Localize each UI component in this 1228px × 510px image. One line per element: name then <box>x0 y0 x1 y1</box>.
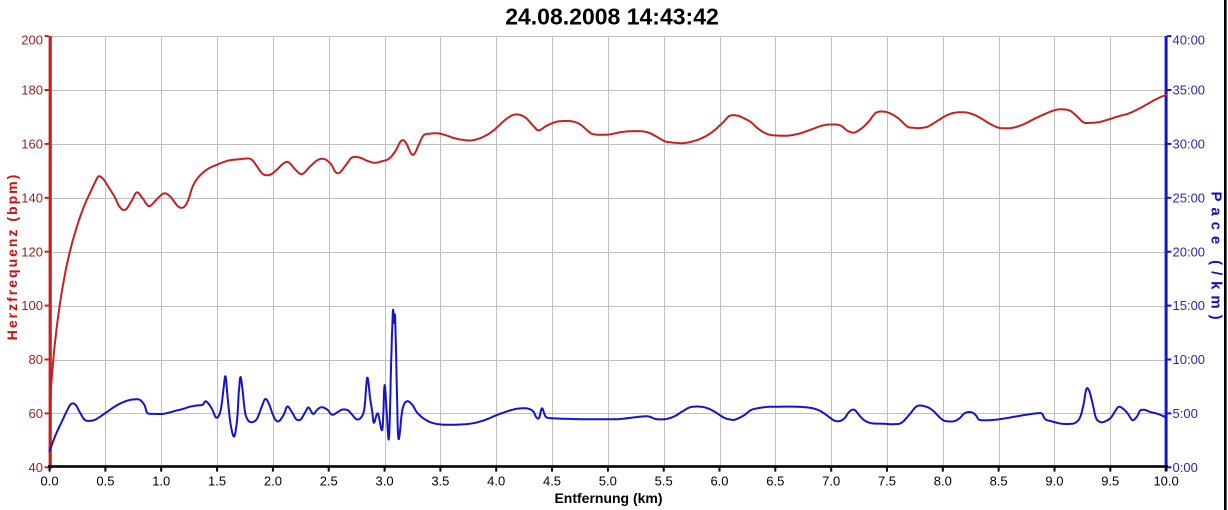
svg-text:40:00: 40:00 <box>1173 33 1206 48</box>
svg-text:7.5: 7.5 <box>878 473 896 488</box>
svg-text:0.0: 0.0 <box>41 473 59 488</box>
svg-text:180: 180 <box>21 83 43 98</box>
svg-text:3.5: 3.5 <box>431 473 449 488</box>
svg-text:5.5: 5.5 <box>655 473 673 488</box>
svg-text:4.5: 4.5 <box>543 473 561 488</box>
svg-text:2.5: 2.5 <box>320 473 338 488</box>
svg-text:9.5: 9.5 <box>1101 473 1119 488</box>
svg-text:Herzfrequenz (bpm): Herzfrequenz (bpm) <box>4 173 20 340</box>
svg-text:10:00: 10:00 <box>1173 352 1206 367</box>
svg-text:8.0: 8.0 <box>934 473 952 488</box>
svg-text:2.0: 2.0 <box>264 473 282 488</box>
svg-text:3.0: 3.0 <box>376 473 394 488</box>
svg-text:160: 160 <box>21 137 43 152</box>
svg-text:Pace (/km): Pace (/km) <box>1208 191 1225 325</box>
svg-text:24.08.2008 14:43:42: 24.08.2008 14:43:42 <box>505 4 719 30</box>
svg-text:4.0: 4.0 <box>487 473 505 488</box>
svg-text:25:00: 25:00 <box>1173 190 1206 205</box>
svg-text:20:00: 20:00 <box>1173 244 1206 259</box>
svg-text:120: 120 <box>21 244 43 259</box>
svg-text:5:00: 5:00 <box>1173 406 1198 421</box>
svg-text:0.5: 0.5 <box>96 473 114 488</box>
svg-text:Entfernung (km): Entfernung (km) <box>554 490 662 506</box>
svg-text:30:00: 30:00 <box>1173 137 1206 152</box>
svg-text:40: 40 <box>29 460 43 475</box>
svg-text:10.0: 10.0 <box>1153 473 1178 488</box>
svg-text:8.5: 8.5 <box>990 473 1008 488</box>
svg-text:200: 200 <box>21 33 43 48</box>
svg-text:80: 80 <box>29 352 43 367</box>
svg-text:7.0: 7.0 <box>822 473 840 488</box>
svg-text:1.5: 1.5 <box>208 473 226 488</box>
svg-text:1.0: 1.0 <box>152 473 170 488</box>
svg-text:5.0: 5.0 <box>599 473 617 488</box>
svg-text:6.0: 6.0 <box>710 473 728 488</box>
svg-text:60: 60 <box>29 406 43 421</box>
svg-text:0:00: 0:00 <box>1173 460 1198 475</box>
svg-text:6.5: 6.5 <box>766 473 784 488</box>
svg-text:100: 100 <box>21 298 43 313</box>
svg-text:9.0: 9.0 <box>1045 473 1063 488</box>
svg-text:15:00: 15:00 <box>1173 298 1206 313</box>
svg-text:140: 140 <box>21 190 43 205</box>
svg-text:35:00: 35:00 <box>1173 83 1206 98</box>
